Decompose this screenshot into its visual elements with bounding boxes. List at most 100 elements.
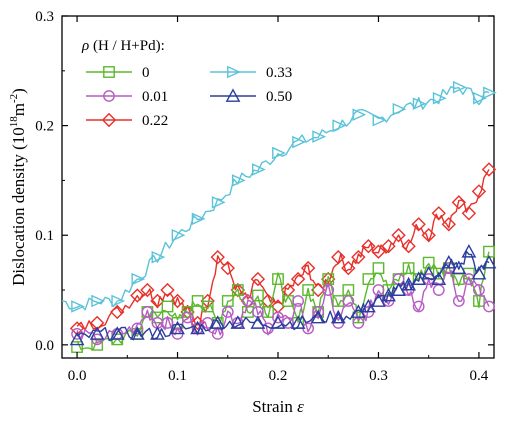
y-tick-label: 0.2 (35, 119, 54, 135)
data-point (241, 295, 254, 307)
data-point (210, 249, 225, 265)
data-point (151, 250, 166, 264)
data-point (140, 282, 155, 298)
data-point (292, 135, 306, 149)
x-axis-label-text: Strain (252, 397, 297, 416)
data-point (471, 265, 487, 280)
x-tick-label: 0.3 (369, 368, 388, 384)
series-line (76, 270, 490, 344)
data-point (141, 306, 154, 318)
data-point (310, 309, 326, 324)
legend-item-0-33: 0.33 (210, 65, 292, 81)
legend-label: 0.33 (266, 65, 292, 81)
legend-marker (103, 66, 115, 78)
data-point (401, 276, 416, 291)
data-point (371, 244, 386, 259)
data-point (481, 162, 497, 177)
data-point (250, 315, 266, 329)
data-point (322, 284, 335, 296)
data-point (109, 326, 125, 340)
data-point (161, 300, 174, 313)
data-point (332, 119, 347, 132)
data-point (230, 315, 246, 329)
data-point (129, 326, 145, 340)
data-point (290, 315, 306, 329)
y-axis-title: Dislocation density (1018m-2) (8, 88, 28, 286)
legend-title: ρ (H / H+Pd): (81, 38, 165, 54)
data-point (290, 271, 306, 287)
x-axis-symbol: ε (297, 397, 304, 416)
series-layer (61, 80, 497, 353)
data-point (431, 206, 446, 221)
legend-item-0-50: 0.50 (210, 88, 292, 105)
data-point (272, 311, 284, 324)
data-point (221, 306, 234, 318)
data-point (441, 254, 457, 269)
data-point (432, 91, 447, 105)
data-point (342, 295, 355, 307)
data-point (150, 326, 165, 340)
data-point (351, 249, 366, 265)
data-point (292, 295, 304, 307)
data-point (161, 317, 174, 329)
data-point (452, 80, 467, 94)
data-point (282, 317, 294, 329)
data-point (391, 282, 406, 296)
data-point (130, 288, 145, 303)
data-point (411, 271, 427, 285)
data-point (201, 300, 214, 313)
data-point (230, 282, 246, 298)
x-tick-label: 0.0 (68, 368, 87, 384)
legend-marker (103, 90, 115, 102)
data-point (111, 294, 126, 308)
data-point (471, 184, 487, 199)
data-point (330, 309, 346, 324)
data-point (451, 195, 467, 210)
legend-label: 0.01 (142, 89, 168, 105)
data-point (372, 113, 387, 127)
y-tick-label: 0.3 (35, 9, 54, 25)
data-point (392, 102, 407, 116)
data-point (461, 244, 477, 258)
legend-item-0-22: 0.22 (86, 112, 168, 129)
data-point (412, 300, 425, 313)
y-axis-exp: 18 (8, 116, 20, 128)
data-point (431, 271, 447, 285)
data-point (210, 315, 226, 329)
data-point (300, 260, 316, 276)
data-point (452, 295, 465, 307)
y-axis-unit-exp: -2 (8, 94, 20, 103)
data-point (250, 271, 266, 287)
data-point (181, 306, 194, 318)
data-point (110, 304, 125, 320)
legend-marker (225, 88, 241, 102)
data-point (211, 196, 226, 209)
series-0-50 (69, 244, 497, 346)
data-point (341, 260, 356, 276)
data-point (160, 282, 175, 298)
data-point (231, 284, 244, 296)
y-axis-label-text: Dislocation density (10 (9, 127, 28, 286)
y-tick-label: 0.0 (35, 338, 54, 354)
data-point (421, 265, 437, 280)
data-point (170, 320, 185, 335)
data-point (312, 306, 325, 318)
data-point (391, 228, 406, 243)
data-point (473, 284, 485, 296)
y-axis-unit: m (9, 103, 28, 116)
data-point (131, 322, 144, 335)
data-point (401, 239, 416, 254)
legend-item-0: 0 (86, 65, 150, 81)
series-0-33 (61, 80, 497, 313)
data-point (302, 284, 315, 296)
y-axis-close: ) (9, 88, 28, 94)
x-tick-label: 0.2 (269, 368, 288, 384)
data-point (71, 300, 85, 313)
legend-label: 0 (142, 65, 150, 81)
y-tick-label: 0.1 (35, 228, 54, 244)
data-point (372, 262, 385, 275)
legend-label: 0.50 (266, 89, 292, 105)
data-point (362, 273, 375, 285)
data-point (252, 289, 264, 302)
